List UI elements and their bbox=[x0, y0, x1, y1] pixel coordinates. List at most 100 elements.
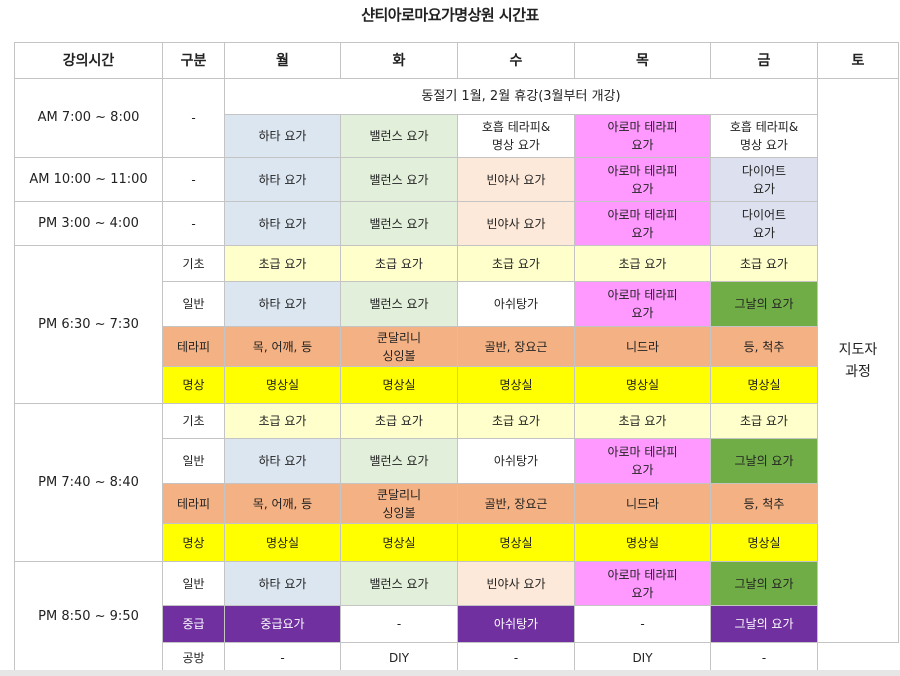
class-name: 밸런스 요가 bbox=[369, 172, 429, 187]
table-row: PM 8:50 ~ 9:50 일반 하타 요가 밸런스 요가 빈야사 요가 아로마 테… bbox=[14, 561, 899, 673]
table-row: 일반 하타 요가 밸런스 요가 아쉬탕가 아로마 테라피 요가 그날의 요가 bbox=[15, 438, 899, 484]
category-cell: 테라피 bbox=[162, 483, 225, 524]
class-cell: 그날의 요가 bbox=[710, 561, 818, 606]
category-cell: 중급 bbox=[162, 605, 225, 643]
class-cell: 명상실 bbox=[340, 366, 458, 404]
category-cell: 기초 bbox=[162, 403, 225, 439]
class-name: 초급 요가 bbox=[618, 256, 667, 271]
class-cell: 명상실 bbox=[710, 523, 818, 562]
class-name: 밸런스 요가 bbox=[369, 297, 429, 311]
class-cell: 밸런스 요가 bbox=[340, 281, 458, 327]
class-name: 요가 bbox=[631, 306, 654, 320]
class-cell: 아로마 테라피 요가 bbox=[574, 114, 711, 158]
class-name: 등, 척추 bbox=[743, 339, 785, 354]
class-cell: 그날의 요가 bbox=[710, 605, 818, 643]
class-name: 초급 요가 bbox=[740, 414, 788, 428]
class-cell: 명상실 bbox=[710, 366, 818, 404]
class-cell: 목, 어깨, 등 bbox=[224, 326, 341, 367]
class-name: 요가 bbox=[631, 585, 654, 600]
category-cell: 명상 bbox=[162, 366, 225, 404]
window-bottom-edge bbox=[0, 670, 900, 676]
class-cell: 밸런스 요가 bbox=[340, 157, 458, 202]
class-cell: 니드라 bbox=[574, 483, 711, 524]
class-name: 명상실 bbox=[625, 378, 660, 392]
class-cell: 명상실 bbox=[574, 523, 711, 562]
class-name: 그날의 요가 bbox=[734, 454, 794, 468]
class-cell: 그날의 요가 bbox=[710, 281, 818, 327]
class-name: 아로마 테라피 bbox=[607, 445, 678, 459]
class-cell: 명상실 bbox=[457, 523, 575, 562]
class-name: 초급 요가 bbox=[740, 256, 788, 271]
class-name: - bbox=[761, 650, 767, 665]
category-cell: - bbox=[162, 157, 225, 202]
page-title: 샨티아로마요가명상원 시간표 bbox=[361, 6, 539, 24]
class-name: 중급요가 bbox=[260, 617, 305, 631]
time-slot-cell: AM 10:00 ~ 11:00 bbox=[14, 157, 163, 202]
class-name: 하타 요가 bbox=[258, 576, 307, 591]
class-cell: 호흡 테라피& 명상 요가 bbox=[710, 114, 818, 158]
class-name: 초급 요가 bbox=[492, 256, 540, 271]
class-cell: 빈야사 요가 bbox=[457, 157, 575, 202]
category-cell: 일반 bbox=[162, 561, 225, 606]
class-cell: 명상실 bbox=[224, 523, 341, 562]
timetable: 강의시간 구분 월 화 수 목 금 토 AM 7:00 ~ 8:00 - 동절기… bbox=[14, 42, 899, 673]
category-cell: 기초 bbox=[162, 245, 225, 282]
class-cell: 초급 요가 bbox=[574, 245, 711, 282]
class-cell: - bbox=[574, 605, 711, 643]
class-name: 빈야사 요가 bbox=[486, 576, 546, 591]
class-name: 명상실 bbox=[625, 535, 660, 550]
class-name: - bbox=[640, 617, 645, 631]
class-cell: 니드라 bbox=[574, 326, 711, 367]
class-cell: 중급요가 bbox=[224, 605, 341, 643]
class-name: 아쉬탕가 bbox=[493, 617, 539, 631]
time-slot-cell: PM 6:30 ~ 7:30 bbox=[14, 245, 163, 404]
class-name: 호흡 테라피& bbox=[481, 120, 551, 134]
class-name: 명상실 bbox=[747, 535, 781, 550]
class-cell: 골반, 장요근 bbox=[457, 483, 575, 524]
class-name: 명상실 bbox=[499, 378, 533, 392]
class-name: 그날의 요가 bbox=[734, 617, 794, 631]
class-cell: 밸런스 요가 bbox=[340, 114, 458, 158]
class-cell: 초급 요가 bbox=[340, 245, 458, 282]
class-name: 명상실 bbox=[499, 535, 533, 550]
class-cell: 초급 요가 bbox=[574, 403, 711, 439]
class-name: 골반, 장요근 bbox=[484, 496, 548, 511]
class-name: 아로마 테라피 bbox=[607, 207, 678, 222]
class-cell: - bbox=[340, 605, 458, 643]
instructor-course-cell: 지도자 과정 bbox=[817, 78, 899, 643]
class-name: 아로마 테라피 bbox=[607, 288, 678, 302]
class-cell: 빈야사 요가 bbox=[457, 561, 575, 606]
class-cell: 목, 어깨, 등 bbox=[224, 483, 341, 524]
class-name: 요가 bbox=[631, 181, 654, 196]
class-cell: 초급 요가 bbox=[340, 403, 458, 439]
class-cell: 등, 척추 bbox=[710, 326, 818, 367]
class-name: 빈야사 요가 bbox=[486, 172, 546, 187]
class-cell: 쿤달리니 싱잉볼 bbox=[340, 483, 458, 524]
table-row: PM 6:30 ~ 7:30 기초 초급 요가 초급 요가 초급 요가 초급 요가 초급… bbox=[14, 245, 899, 404]
class-cell: 아쉬탕가 bbox=[457, 438, 575, 484]
table-row: 중급 중급요가 - 아쉬탕가 - 그날의 요가 bbox=[15, 605, 899, 643]
class-name: 그날의 요가 bbox=[734, 297, 794, 311]
class-name: 등, 척추 bbox=[743, 496, 785, 511]
class-cell: 그날의 요가 bbox=[710, 438, 818, 484]
class-cell: 밸런스 요가 bbox=[340, 438, 458, 484]
header-cell-wed: 수 bbox=[457, 42, 575, 79]
class-cell: 초급 요가 bbox=[710, 245, 818, 282]
class-name: 호흡 테라피& bbox=[729, 120, 799, 134]
class-name: - bbox=[396, 617, 402, 631]
class-cell: 명상실 bbox=[224, 366, 341, 404]
header-cell-category: 구분 bbox=[162, 42, 225, 79]
class-cell: 명상실 bbox=[457, 366, 575, 404]
class-name: 명상 요가 bbox=[492, 138, 540, 152]
class-cell: - bbox=[710, 642, 818, 673]
class-cell: 아로마 테라피 요가 bbox=[574, 561, 711, 606]
class-name: 요가 bbox=[752, 181, 776, 196]
class-name: 쿤달리니 bbox=[376, 330, 422, 345]
class-name: 명상실 bbox=[747, 378, 781, 392]
instructor-course-line: 과정 bbox=[845, 363, 871, 380]
class-name: 요가 bbox=[631, 463, 654, 477]
winter-closure-notice: 동절기 1월, 2월 휴강(3월부터 개강) bbox=[224, 78, 818, 115]
class-name: 싱잉볼 bbox=[382, 505, 416, 520]
category-cell: 테라피 bbox=[162, 326, 225, 367]
class-name: 명상실 bbox=[265, 378, 300, 392]
